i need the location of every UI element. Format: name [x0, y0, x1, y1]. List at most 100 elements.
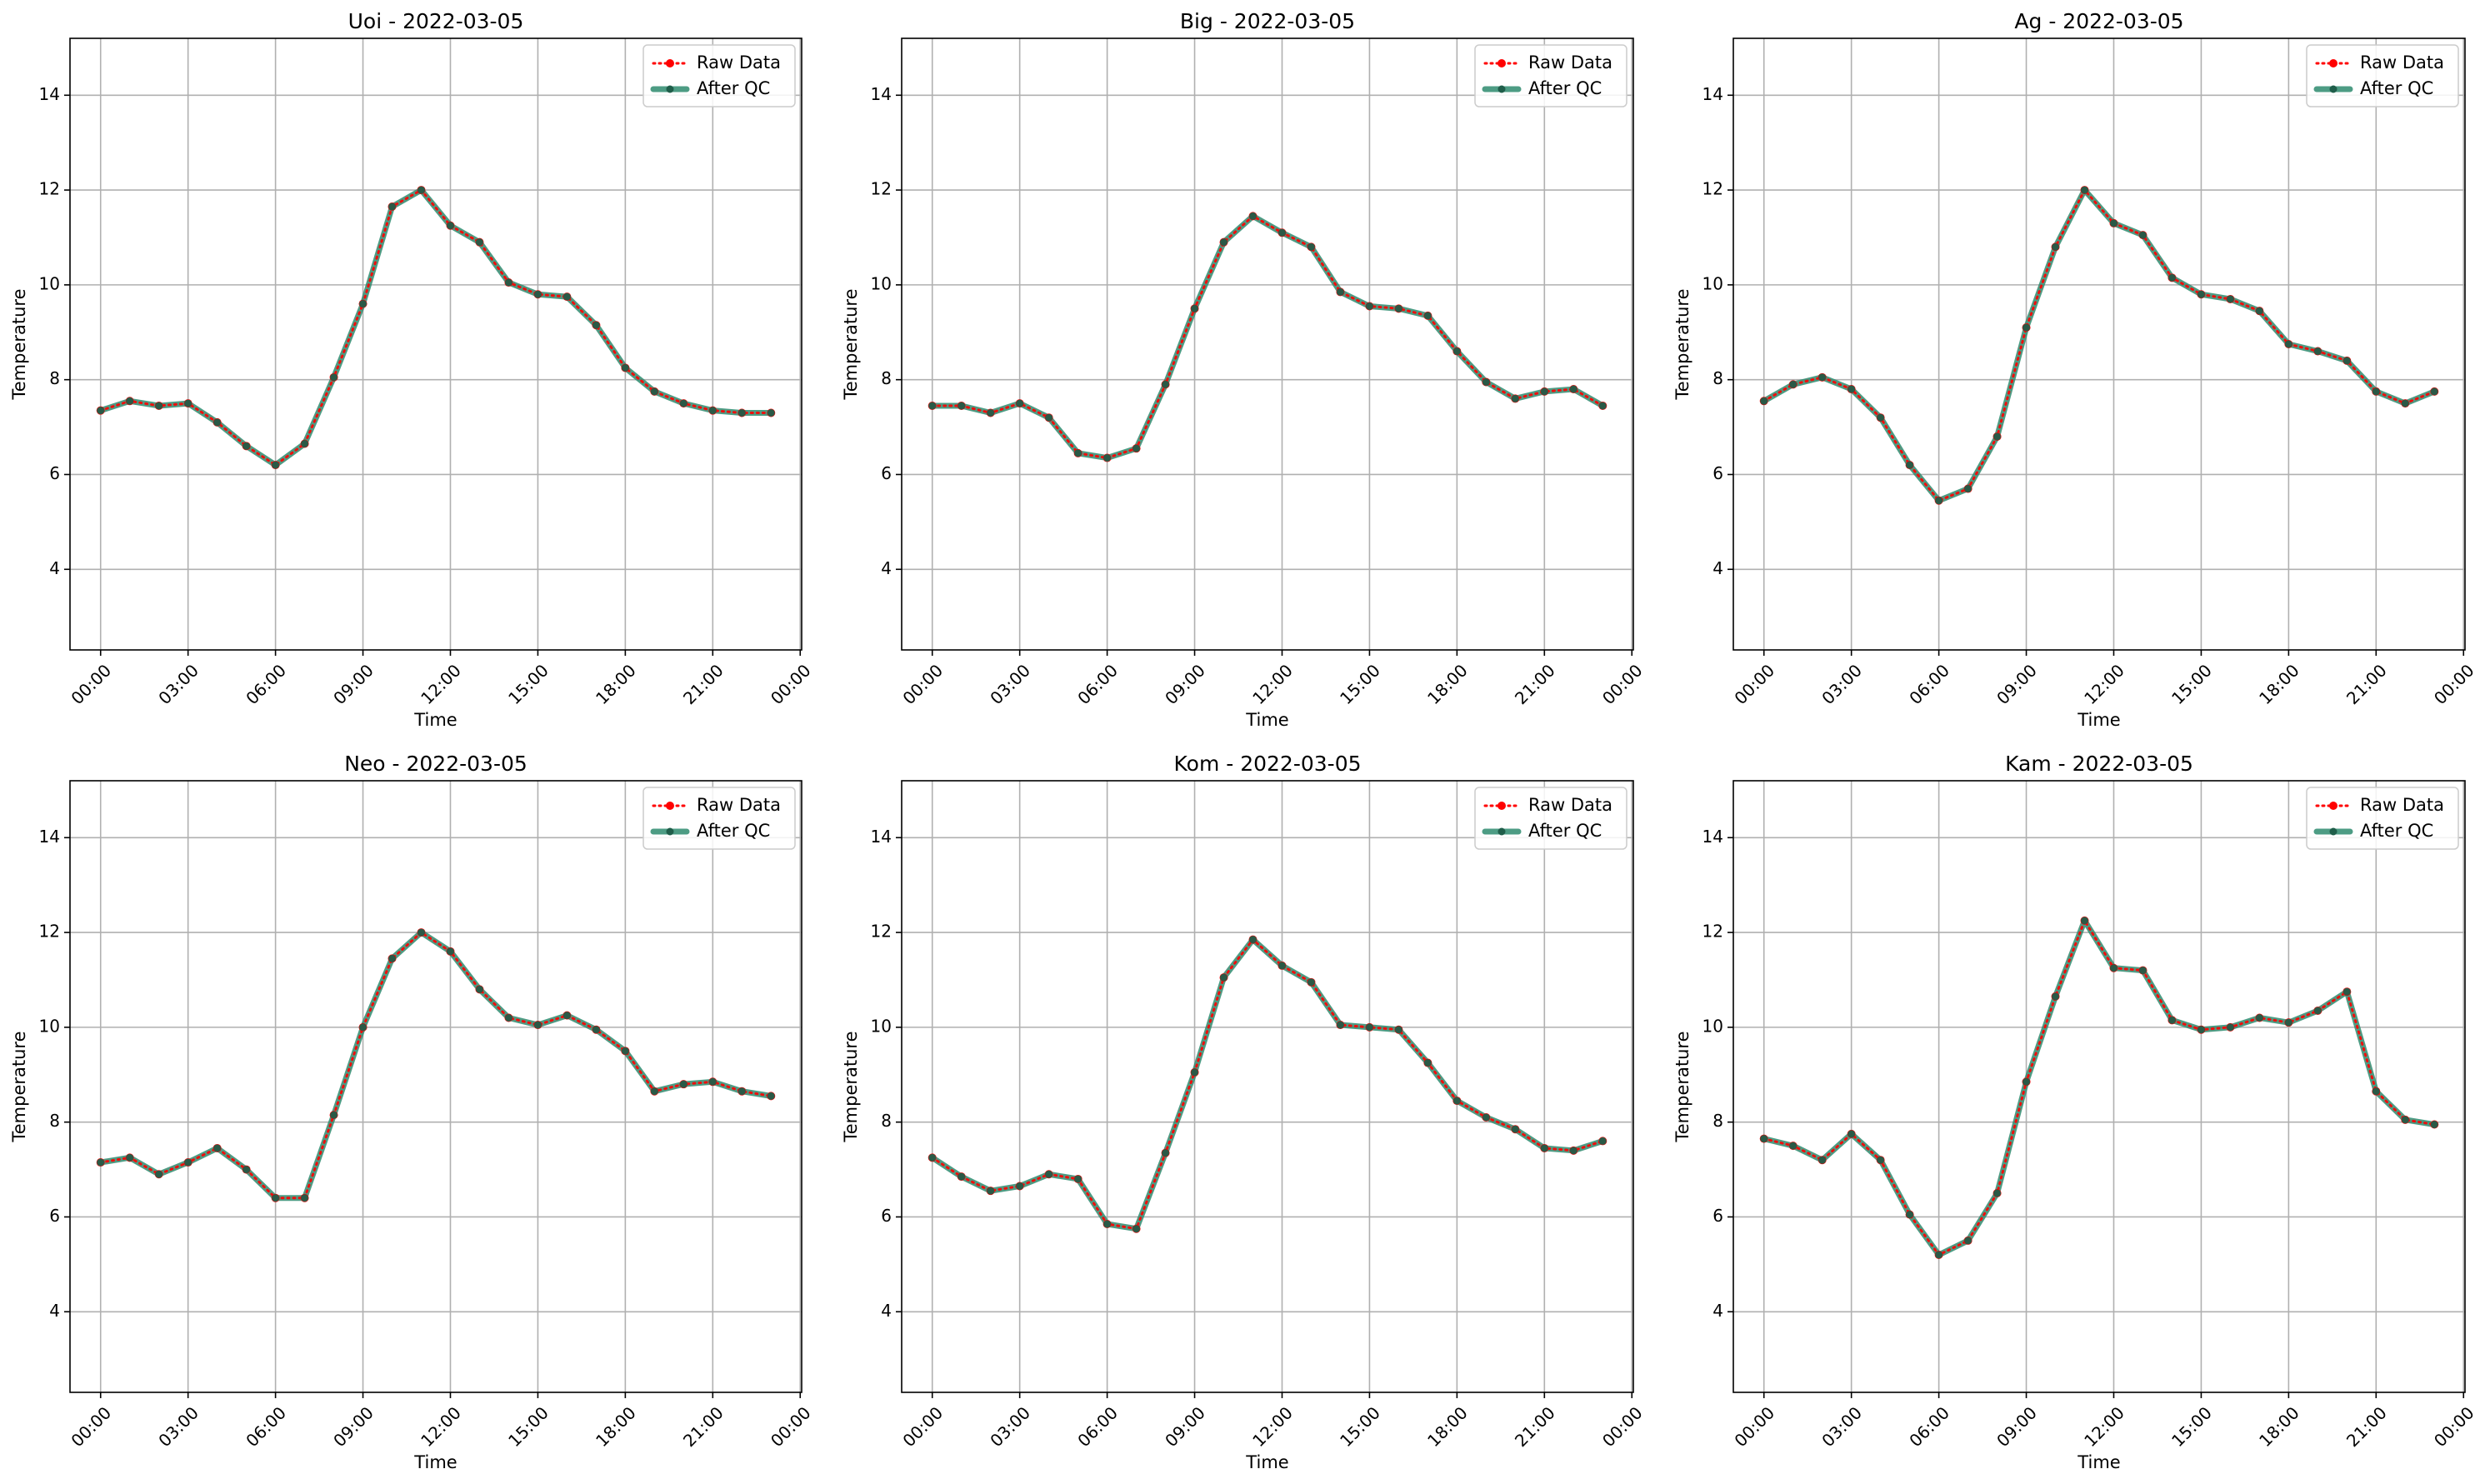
x-tick-label: 00:00 [1730, 660, 1778, 708]
after-qc-point [1964, 1237, 1972, 1245]
after-qc-point [928, 402, 937, 410]
after-qc-point [1045, 413, 1053, 422]
after-qc-point [1511, 1125, 1519, 1133]
x-tick-label: 06:00 [1905, 660, 1953, 708]
after-qc-point [1423, 312, 1432, 320]
chart-panel-5: 00:00 03:00 06:00 09:00 12:00 15:00 18:00 21:00… [841, 752, 1647, 1472]
after-qc-point [621, 1047, 629, 1055]
after-qc-point [242, 442, 251, 450]
after-qc-point [2342, 987, 2351, 996]
after-qc-point [213, 418, 222, 427]
y-tick-label: 8 [1712, 368, 1723, 388]
after-qc-line [98, 187, 774, 468]
chart-title: Neo - 2022-03-05 [344, 752, 528, 776]
x-tick-label: 00:00 [898, 1402, 947, 1451]
after-qc-point [155, 402, 163, 410]
y-tick-label: 6 [881, 463, 892, 483]
after-qc-point [1540, 1144, 1548, 1152]
x-axis-label: Time [1245, 1452, 1288, 1472]
after-qc-point [2168, 273, 2176, 282]
after-qc-point [2109, 219, 2118, 227]
x-tick-label: 12:00 [2080, 1402, 2128, 1451]
after-qc-point [1452, 1097, 1461, 1105]
x-tick-label: 12:00 [417, 1402, 465, 1451]
legend-qc-marker [1498, 85, 1506, 93]
after-qc-point [2313, 347, 2322, 356]
y-tick-label: 4 [881, 1301, 892, 1321]
chart-title: Kam - 2022-03-05 [2005, 752, 2193, 776]
after-qc-point [592, 321, 600, 329]
y-axis-label: Temperature [841, 288, 861, 400]
y-tick-label: 6 [49, 1206, 60, 1226]
after-qc-point [1074, 449, 1082, 457]
x-tick-label: 18:00 [592, 1402, 640, 1451]
x-tick-label: 21:00 [2342, 1402, 2391, 1451]
x-tick-label: 03:00 [154, 660, 202, 708]
after-qc-point [2342, 357, 2351, 365]
after-qc-point [330, 1111, 338, 1119]
y-tick-label: 14 [39, 827, 60, 847]
x-tick-label: 06:00 [1073, 660, 1122, 708]
y-tick-label: 8 [881, 1111, 892, 1131]
after-qc-line [98, 929, 774, 1202]
after-qc-point [1307, 978, 1315, 987]
y-axis-label: Temperature [1672, 288, 1692, 400]
x-tick-label: 06:00 [242, 1402, 290, 1451]
x-tick-label: 00:00 [898, 660, 947, 708]
after-qc-point [2372, 387, 2380, 396]
y-axis-label: Temperature [841, 1031, 861, 1142]
axes-frame [1732, 780, 2466, 1393]
x-tick-label: 00:00 [2430, 660, 2478, 708]
raw-data-line [931, 214, 1604, 460]
x-tick-label: 06:00 [242, 660, 290, 708]
x-tick-label: 12:00 [2080, 660, 2128, 708]
after-qc-point [1307, 242, 1315, 251]
x-tick-label: 00:00 [1730, 1402, 1778, 1451]
legend-raw-label: Raw Data [2360, 795, 2444, 815]
x-tick-label: 00:00 [67, 660, 115, 708]
x-tick-label: 21:00 [1511, 660, 1559, 708]
after-qc-point [1103, 1220, 1112, 1228]
x-tick-label: 09:00 [1161, 1402, 1209, 1451]
after-qc-point [1016, 399, 1024, 407]
after-qc-point [650, 387, 658, 396]
after-qc-point [1569, 1147, 1578, 1155]
after-qc-point [1249, 212, 1258, 220]
after-qc-point [621, 363, 629, 372]
after-qc-point [987, 409, 995, 417]
chart-panel-2: 00:00 03:00 06:00 09:00 12:00 15:00 18:00 21:00… [841, 9, 1647, 730]
x-tick-label: 06:00 [1073, 1402, 1122, 1451]
after-qc-line [929, 212, 1606, 462]
after-qc-point [958, 402, 966, 410]
after-qc-line [929, 937, 1606, 1232]
legend-raw-marker [666, 802, 674, 810]
x-tick-label: 15:00 [504, 660, 552, 708]
x-tick-label: 03:00 [154, 1402, 202, 1451]
after-qc-point [1394, 304, 1402, 312]
after-qc-point [2081, 186, 2089, 194]
after-qc-point [97, 407, 105, 415]
after-qc-point [1789, 1142, 1798, 1150]
after-qc-point [1074, 1175, 1082, 1183]
after-qc-point [1103, 454, 1112, 462]
y-tick-label: 14 [1702, 827, 1723, 847]
x-tick-label: 00:00 [67, 1402, 115, 1451]
after-qc-point [1848, 1130, 1856, 1138]
x-tick-label: 00:00 [1598, 1402, 1647, 1451]
x-tick-label: 15:00 [2168, 1402, 2216, 1451]
x-tick-label: 03:00 [986, 660, 1034, 708]
x-tick-label: 09:00 [329, 1402, 378, 1451]
y-tick-label: 14 [1702, 84, 1723, 104]
y-tick-label: 4 [881, 558, 892, 578]
y-tick-label: 10 [1702, 273, 1723, 293]
x-axis-label: Time [2077, 1452, 2120, 1472]
after-qc-point [1249, 936, 1258, 944]
legend-raw-label: Raw Data [697, 795, 781, 815]
x-tick-label: 00:00 [2430, 1402, 2478, 1451]
chart-panel-6: 00:00 03:00 06:00 09:00 12:00 15:00 18:00 21:00… [1672, 752, 2478, 1472]
after-qc-point [2052, 242, 2060, 251]
after-qc-point [1394, 1026, 1402, 1034]
after-qc-point [330, 373, 338, 382]
y-tick-label: 4 [1712, 1301, 1723, 1321]
